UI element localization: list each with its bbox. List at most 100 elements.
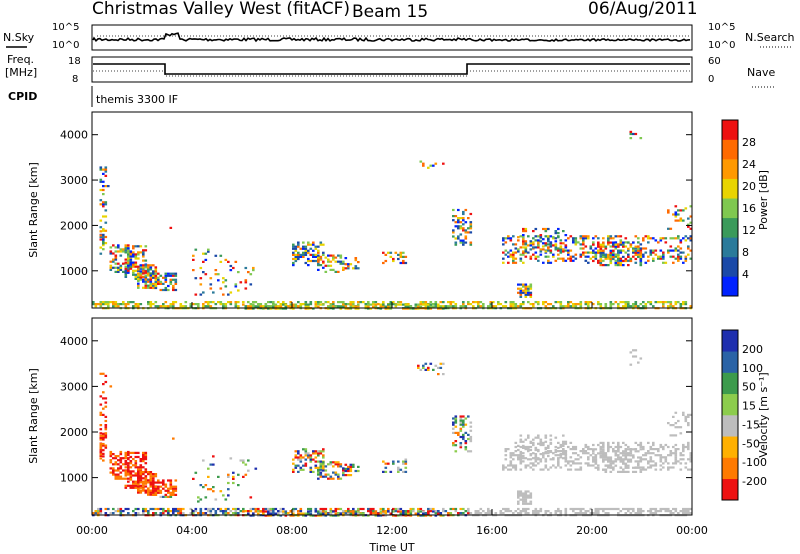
heatmap-cell [142, 458, 145, 461]
heatmap-cell [332, 303, 335, 306]
heatmap-cell [134, 273, 138, 276]
heatmap-cell [509, 305, 513, 308]
heatmap-cell [302, 251, 305, 254]
heatmap-cell [512, 303, 515, 306]
heatmap-cell [512, 301, 515, 304]
heatmap-cell [322, 514, 325, 517]
heatmap-cell [127, 512, 130, 515]
heatmap-cell [309, 243, 313, 246]
heatmap-cell [519, 450, 523, 454]
heatmap-cell [614, 245, 618, 248]
heatmap-cell [629, 363, 633, 366]
heatmap-cell [569, 259, 573, 262]
heatmap-cell [557, 253, 560, 256]
heatmap-cell [574, 257, 578, 260]
heatmap-cell [124, 461, 128, 464]
heatmap-cell [577, 468, 580, 471]
heatmap-cell [479, 512, 483, 515]
heatmap-cell [269, 510, 273, 513]
heatmap-cell [634, 470, 638, 473]
heatmap-cell [312, 514, 315, 517]
heatmap-cell [519, 246, 523, 249]
heatmap-cell [102, 180, 105, 183]
heatmap-cell [144, 475, 148, 478]
heatmap-cell [94, 512, 98, 515]
heatmap-cell [164, 276, 168, 279]
heatmap-cell [517, 283, 520, 286]
heatmap-cell [607, 253, 610, 256]
heatmap-cell [542, 227, 545, 231]
heatmap-cell [172, 491, 175, 494]
heatmap-cell [687, 424, 690, 427]
heatmap-cell [424, 305, 428, 308]
colorbar-tick-label: 50 [742, 381, 756, 394]
heatmap-cell [612, 257, 615, 261]
heatmap-cell [622, 255, 625, 258]
heatmap-cell [124, 470, 128, 473]
heatmap-cell [557, 301, 560, 304]
heatmap-cell [634, 249, 638, 252]
heatmap-cell [679, 255, 683, 258]
heatmap-cell [572, 507, 575, 511]
heatmap-cell [124, 249, 128, 252]
heatmap-cell [242, 507, 245, 511]
heatmap-cell [574, 452, 578, 455]
heatmap-cell [417, 512, 420, 515]
heatmap-cell [622, 458, 625, 461]
heatmap-cell [319, 512, 323, 515]
heatmap-cell [629, 512, 633, 515]
heatmap-cell [487, 305, 490, 308]
heatmap-cell [509, 454, 513, 457]
heatmap-cell [429, 305, 433, 308]
heatmap-cell [134, 303, 138, 306]
heatmap-cell [659, 237, 663, 240]
heatmap-cell [544, 458, 548, 461]
heatmap-cell [524, 285, 528, 288]
heatmap-cell [327, 260, 330, 263]
heatmap-cell [344, 463, 348, 466]
heatmap-cell [567, 303, 570, 306]
heatmap-cell [442, 305, 445, 308]
heatmap-cell [654, 468, 658, 471]
heatmap-cell [502, 464, 505, 467]
heatmap-cell [572, 462, 575, 465]
heatmap-cell [214, 510, 218, 513]
heatmap-cell [574, 239, 578, 242]
heatmap-cell [442, 514, 445, 517]
heatmap-cell [249, 273, 253, 276]
heatmap-cell [632, 454, 635, 457]
heatmap-cell [352, 510, 355, 513]
heatmap-cell [589, 512, 593, 515]
heatmap-cell [644, 468, 648, 471]
heatmap-cell [267, 512, 270, 515]
heatmap-cell [567, 251, 570, 254]
heatmap-cell [202, 260, 205, 263]
heatmap-cell [424, 514, 428, 517]
heatmap-cell [627, 253, 630, 256]
heatmap-cell [174, 272, 178, 275]
heatmap-cell [197, 305, 200, 308]
heatmap-cell [324, 510, 328, 513]
heatmap-cell [544, 301, 548, 304]
heatmap-cell [384, 512, 388, 515]
heatmap-cell [612, 255, 615, 258]
heatmap-cell [307, 257, 310, 261]
heatmap-cell [522, 238, 525, 241]
heatmap-cell [172, 487, 175, 490]
heatmap-cell [454, 510, 458, 513]
heatmap-cell [517, 250, 520, 253]
heatmap-cell [162, 481, 165, 484]
heatmap-cell [607, 264, 610, 267]
heatmap-cell [249, 305, 253, 308]
heatmap-cell [147, 489, 150, 492]
heatmap-cell [319, 241, 323, 244]
heatmap-cell [119, 268, 123, 271]
heatmap-cell [529, 287, 533, 290]
heatmap-cell [574, 241, 578, 244]
heatmap-cell [642, 301, 645, 304]
heatmap-cell [297, 452, 300, 455]
heatmap-cell [232, 481, 235, 485]
heatmap-cell [254, 301, 258, 304]
heatmap-cell [104, 166, 108, 169]
nave-tick-top: 60 [708, 56, 721, 67]
